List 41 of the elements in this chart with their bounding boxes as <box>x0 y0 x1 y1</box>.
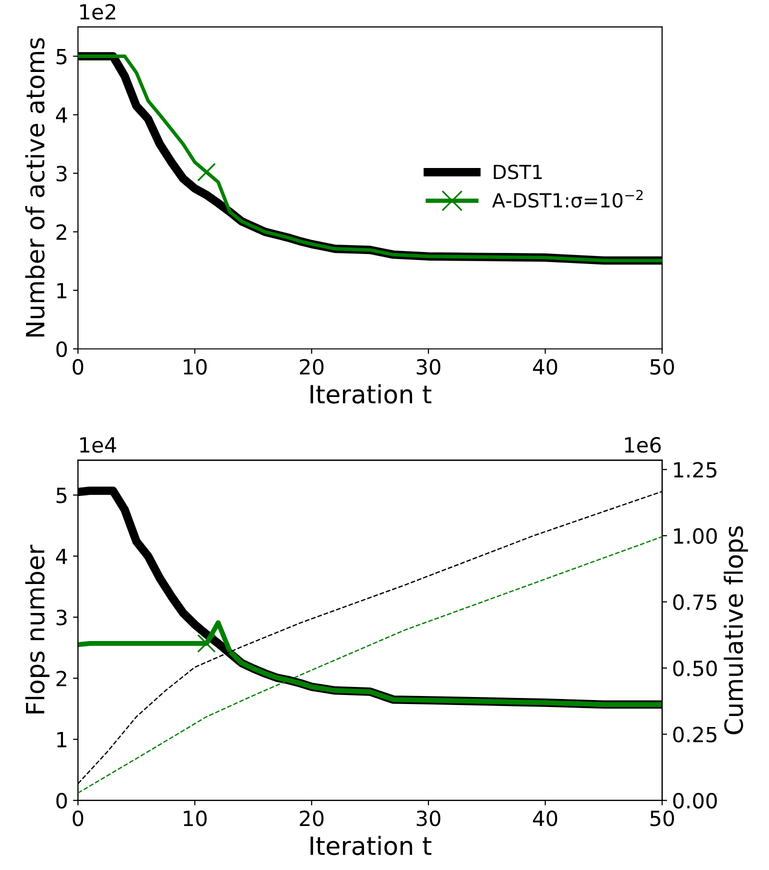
legend-label: DST1 <box>494 164 542 180</box>
y-tick-label: 3 <box>56 166 67 182</box>
x-tick-label: 0 <box>72 810 84 826</box>
x-axis-title: Iteration t <box>310 384 432 404</box>
y2-tick-label: 0.50 <box>673 660 717 676</box>
y-tick-label: 5 <box>56 488 66 504</box>
x-tick-label: 40 <box>533 810 558 826</box>
y2-tick-label: 1.00 <box>674 528 717 544</box>
y-tick-label: 2 <box>56 670 66 686</box>
y-axis-title: Number of active atoms <box>25 38 45 337</box>
y2-tick-label: 1.25 <box>674 462 716 478</box>
x-tick-label: 0 <box>72 358 84 375</box>
x-tick-label: 20 <box>300 358 324 375</box>
x-tick-label: 20 <box>300 810 324 826</box>
y2-tick-label: 0.75 <box>673 594 716 610</box>
y-tick-label: 5 <box>56 48 66 64</box>
text: 1e2 <box>80 4 116 20</box>
y-tick-label: 3 <box>56 610 67 626</box>
x-tick-label: 50 <box>650 810 674 826</box>
x-tick-label: 40 <box>533 358 558 375</box>
y-tick-label: 0 <box>56 341 67 358</box>
y-tick-label: 4 <box>56 107 68 123</box>
y-tick-label: 1 <box>57 283 66 298</box>
y-tick-label: 0 <box>56 792 67 809</box>
y2-tick-label: 0.00 <box>673 792 717 809</box>
legend-label: A-DST1:σ=10$^{−2}$ <box>492 190 643 208</box>
x-tick-label: 30 <box>416 810 440 826</box>
x-axis-title: Iteration t <box>310 836 432 856</box>
text: 1e4 <box>80 437 116 453</box>
y2-tick-label: 0.25 <box>673 726 716 742</box>
line-series <box>78 536 662 794</box>
x-tick-label: 50 <box>650 358 674 375</box>
x-tick-label: 10 <box>184 358 207 375</box>
y-axis-title: Flops number <box>25 544 50 714</box>
y-tick-label: 4 <box>56 548 68 564</box>
y2-axis-title: Cumulative flops <box>724 526 748 734</box>
text: 1e6 <box>625 437 661 453</box>
y-tick-label: 1 <box>57 732 66 748</box>
x-tick-label: 10 <box>184 810 207 826</box>
y-tick-label: 2 <box>56 224 66 240</box>
x-tick-label: 30 <box>416 358 440 375</box>
